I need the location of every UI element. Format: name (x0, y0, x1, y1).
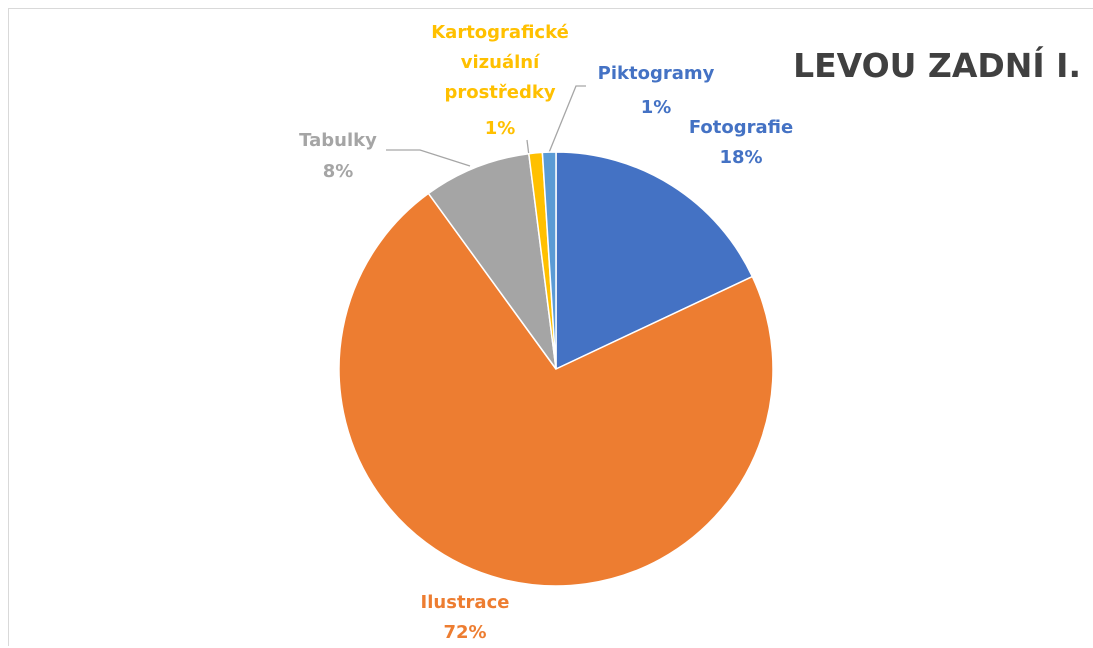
data-label: Ilustrace (365, 588, 565, 618)
data-label: 72% (365, 618, 565, 648)
data-label: 8% (238, 157, 438, 187)
data-label: Piktogramy (556, 59, 756, 89)
data-label: 1% (556, 93, 756, 123)
pie (339, 152, 773, 586)
data-label: Tabulky (238, 126, 438, 156)
chart-title: LEVOU ZADNÍ I. (793, 46, 1081, 85)
data-label: 18% (641, 143, 841, 173)
